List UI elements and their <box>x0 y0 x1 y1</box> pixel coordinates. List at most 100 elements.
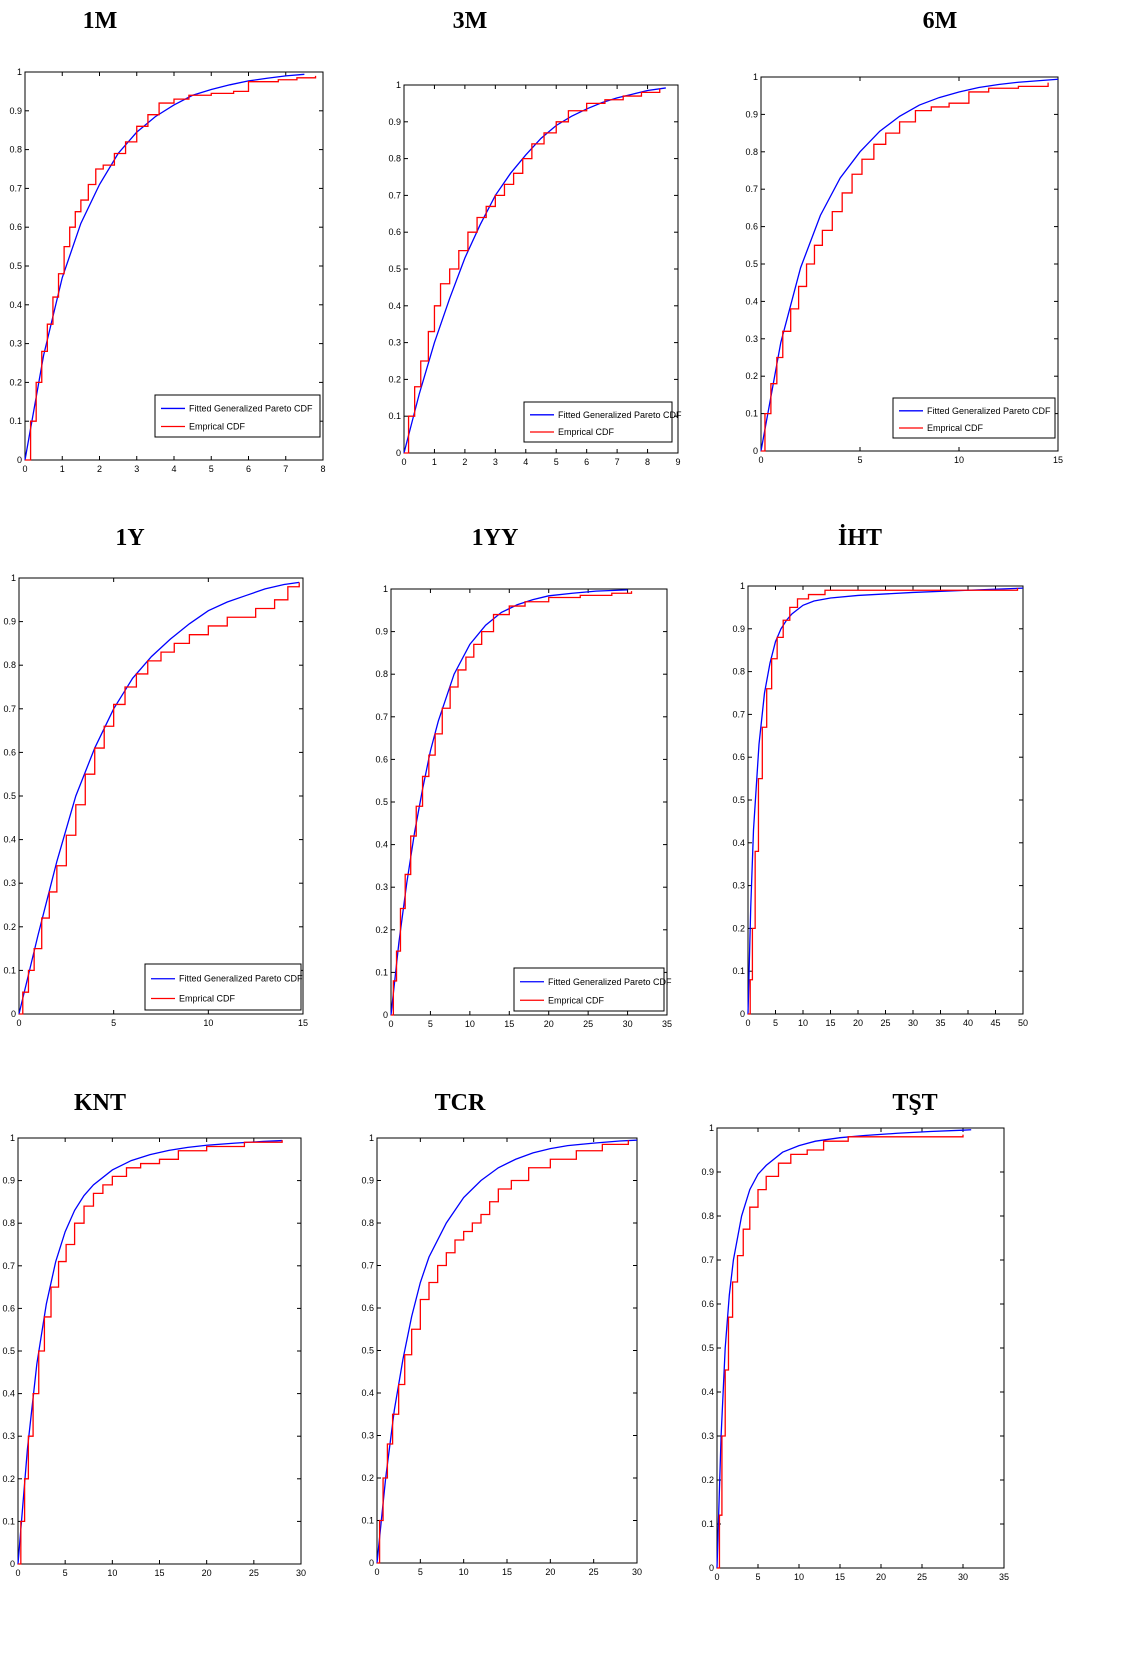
y-tick-label: 0 <box>753 446 758 456</box>
x-tick-label: 30 <box>296 1568 306 1578</box>
y-tick-label: 0.9 <box>375 627 388 637</box>
panel-title-tcr: TCR <box>434 1090 486 1116</box>
x-tick-label: 15 <box>1053 455 1063 465</box>
y-tick-label: 0.9 <box>745 109 758 119</box>
y-tick-label: 0.1 <box>732 966 745 976</box>
axes-box <box>17 1137 302 1565</box>
y-tick-label: 0.7 <box>9 183 22 193</box>
y-tick-label: 0.8 <box>361 1218 374 1228</box>
x-tick-label: 35 <box>999 1572 1009 1582</box>
chart-8: 00.10.20.30.40.50.60.70.80.910 5 10 15 20 25 3… <box>701 1123 1009 1582</box>
y-tick-label: 0.2 <box>9 377 22 387</box>
y-tick-label: 0.8 <box>9 145 22 155</box>
y-tick-label: 0.8 <box>2 1218 15 1228</box>
axes-box <box>18 577 304 1015</box>
y-tick-label: 0 <box>396 448 401 458</box>
x-tick-label: 25 <box>880 1018 890 1028</box>
chart-0: 0 0.1 0.2 0.3 0.4 0.5 0.6 0.7 0.8 0.9 1 0 1 2 3 4 5 6 7 8 Fi… <box>9 67 325 474</box>
x-tick-label: 15 <box>154 1568 164 1578</box>
y-tick-label: 0.1 <box>3 965 16 975</box>
y-tick-label: 0.3 <box>3 878 16 888</box>
x-tick-label: 5 <box>418 1567 423 1577</box>
x-tick-label: 20 <box>876 1572 886 1582</box>
x-tick-label: 10 <box>954 455 964 465</box>
y-tick-label: 1 <box>396 80 401 90</box>
panel-title-knt: KNT <box>73 1090 126 1116</box>
y-tick-label: 0.2 <box>3 922 16 932</box>
axes-box <box>747 585 1024 1015</box>
y-tick-label: 0.6 <box>375 754 388 764</box>
legend-fitted-label: Fitted Generalized Pareto CDF <box>548 977 672 987</box>
x-tick-label: 0 <box>758 455 763 465</box>
chart-4: 00.10.20.30.40.50.60.70.80.910 5 10 15 20 25 3… <box>375 584 672 1029</box>
y-tick-label: 0.1 <box>2 1516 15 1526</box>
panel-title-1yy: 1YY <box>471 525 519 551</box>
y-tick-label: 1 <box>17 67 22 77</box>
chart-3: 00.10.20.30.40.50.60.70.80.910 5 10 15Fitte… <box>3 573 308 1028</box>
panel-title-1m: 1M <box>82 8 118 34</box>
y-tick-label: 0.8 <box>388 154 401 164</box>
x-tick-label: 10 <box>794 1572 804 1582</box>
y-tick-label: 0.7 <box>701 1255 714 1265</box>
y-tick-label: 0.2 <box>745 371 758 381</box>
fitted-gpd-cdf-line <box>716 1129 972 1569</box>
empirical-cdf-line <box>391 591 633 1016</box>
legend-box <box>513 967 665 1012</box>
empirical-cdf-line <box>404 88 661 454</box>
x-tick-label: 0 <box>374 1567 379 1577</box>
panel-title-3m: 3M <box>452 8 488 34</box>
y-tick-label: 0.4 <box>375 840 388 850</box>
x-tick-label: 6 <box>246 464 251 474</box>
y-tick-label: 0.5 <box>732 795 745 805</box>
x-tick-label: 20 <box>544 1019 554 1029</box>
x-tick-label: 35 <box>662 1019 672 1029</box>
x-tick-label: 15 <box>502 1567 512 1577</box>
x-tick-label: 25 <box>589 1567 599 1577</box>
x-tick-label: 30 <box>623 1019 633 1029</box>
y-tick-label: 0.6 <box>9 222 22 232</box>
y-tick-label: 1 <box>369 1133 374 1143</box>
y-tick-label: 0.6 <box>388 227 401 237</box>
legend-fitted-label: Fitted Generalized Pareto CDF <box>189 403 313 413</box>
y-tick-label: 1 <box>10 1133 15 1143</box>
x-tick-label: 5 <box>63 1568 68 1578</box>
empirical-cdf-line <box>377 1140 629 1564</box>
y-tick-label: 0.2 <box>361 1473 374 1483</box>
y-tick-label: 0.7 <box>732 709 745 719</box>
axes-box <box>376 1137 638 1564</box>
y-tick-label: 0.9 <box>3 617 16 627</box>
panel-title-tst: TŞT <box>892 1090 938 1116</box>
y-tick-label: 0.8 <box>732 667 745 677</box>
y-tick-label: 0.2 <box>388 374 401 384</box>
y-tick-label: 0.4 <box>2 1389 15 1399</box>
y-tick-label: 0.1 <box>745 409 758 419</box>
y-tick-label: 0.5 <box>388 264 401 274</box>
y-tick-label: 0.9 <box>9 106 22 116</box>
y-tick-label: 1 <box>709 1123 714 1133</box>
legend-fitted-label: Fitted Generalized Pareto CDF <box>927 406 1051 416</box>
x-tick-label: 10 <box>798 1018 808 1028</box>
x-tick-label: 5 <box>554 457 559 467</box>
legend: Fitted Generalized Pareto CDF Emprical CD… <box>892 397 1056 439</box>
x-tick-label: 2 <box>97 464 102 474</box>
x-tick-label: 1 <box>432 457 437 467</box>
x-tick-label: 10 <box>107 1568 117 1578</box>
y-tick-label: 0.3 <box>745 334 758 344</box>
y-tick-label: 0.4 <box>361 1388 374 1398</box>
y-tick-label: 0.7 <box>2 1261 15 1271</box>
empirical-cdf-line <box>761 82 1049 452</box>
x-tick-label: 15 <box>825 1018 835 1028</box>
axes-box <box>390 588 668 1016</box>
x-tick-label: 5 <box>209 464 214 474</box>
x-tick-label: 5 <box>428 1019 433 1029</box>
empirical-cdf-line <box>19 582 300 1015</box>
x-tick-label: 3 <box>493 457 498 467</box>
y-tick-label: 0 <box>709 1563 714 1573</box>
x-tick-label: 5 <box>755 1572 760 1582</box>
x-tick-label: 0 <box>16 1018 21 1028</box>
y-tick-label: 0.1 <box>388 411 401 421</box>
empirical-cdf-line <box>748 588 1019 1015</box>
y-tick-label: 0.7 <box>388 190 401 200</box>
fitted-gpd-cdf-line <box>24 73 305 461</box>
x-tick-label: 2 <box>462 457 467 467</box>
